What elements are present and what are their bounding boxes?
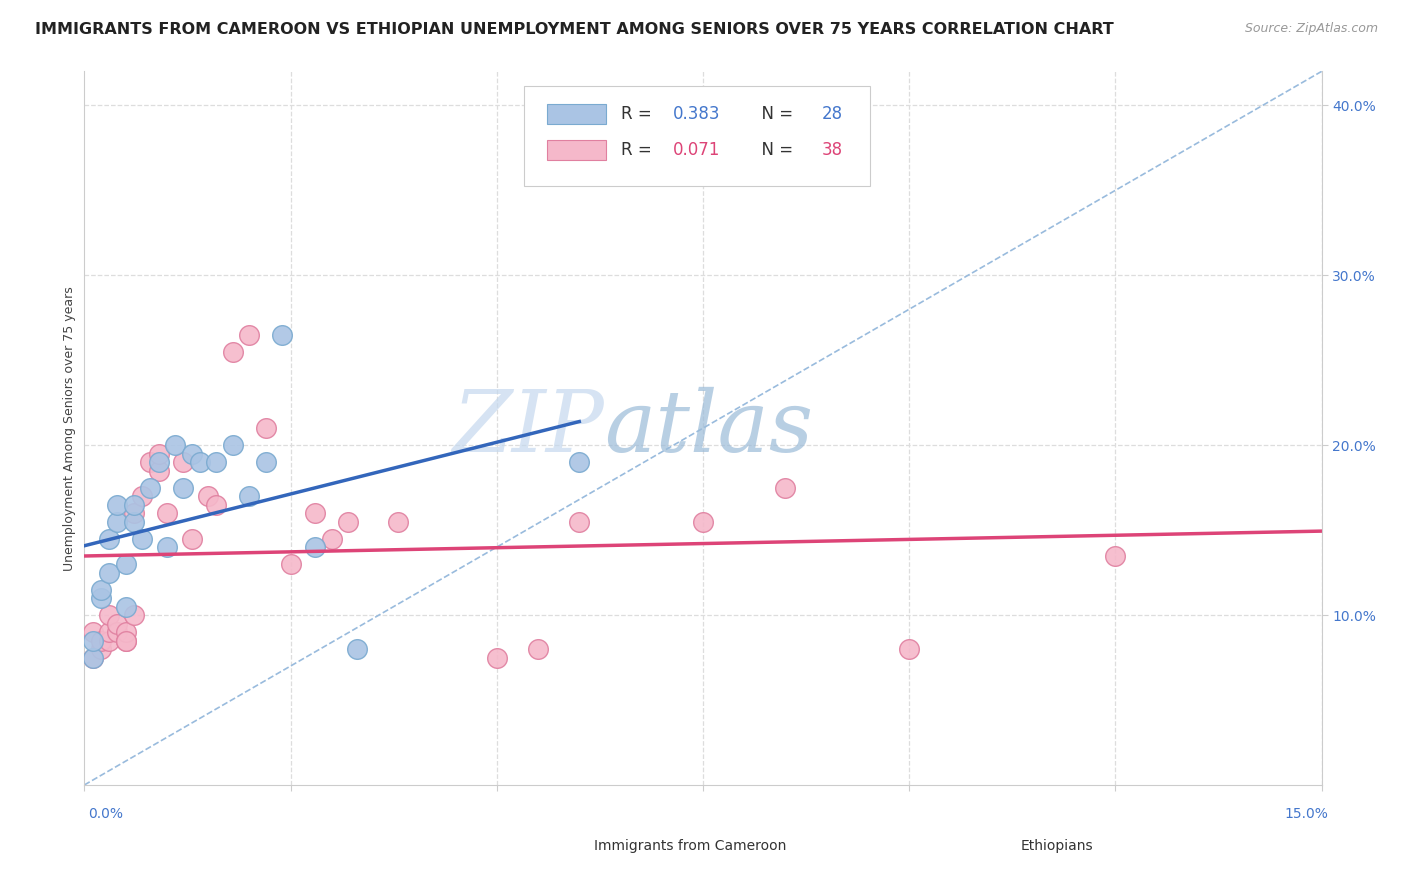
Text: 28: 28 — [821, 105, 844, 123]
Text: N =: N = — [751, 105, 799, 123]
Point — [180, 447, 202, 461]
Point — [148, 447, 170, 461]
Point — [898, 642, 921, 657]
Point — [114, 633, 136, 648]
Point — [205, 498, 228, 512]
Text: IMMIGRANTS FROM CAMEROON VS ETHIOPIAN UNEMPLOYMENT AMONG SENIORS OVER 75 YEARS C: IMMIGRANTS FROM CAMEROON VS ETHIOPIAN UN… — [35, 22, 1114, 37]
Point — [172, 481, 194, 495]
Point — [304, 540, 326, 554]
Point — [304, 506, 326, 520]
Text: Source: ZipAtlas.com: Source: ZipAtlas.com — [1244, 22, 1378, 36]
Point — [90, 582, 112, 597]
Point — [82, 650, 104, 665]
Point — [485, 650, 508, 665]
Point — [98, 633, 121, 648]
Text: N =: N = — [751, 141, 799, 159]
Text: 38: 38 — [821, 141, 844, 159]
Point — [1104, 549, 1126, 563]
Point — [238, 327, 260, 342]
Point — [172, 455, 194, 469]
Point — [105, 625, 128, 640]
Point — [98, 566, 121, 580]
Text: Immigrants from Cameroon: Immigrants from Cameroon — [595, 838, 786, 853]
Point — [114, 599, 136, 614]
Text: ZIP: ZIP — [453, 387, 605, 469]
Point — [188, 455, 211, 469]
Point — [321, 532, 343, 546]
Point — [254, 421, 277, 435]
FancyBboxPatch shape — [547, 104, 606, 124]
Point — [105, 616, 128, 631]
Point — [775, 481, 797, 495]
Point — [98, 625, 121, 640]
Point — [82, 633, 104, 648]
FancyBboxPatch shape — [547, 140, 606, 160]
Point — [254, 455, 277, 469]
Point — [98, 532, 121, 546]
Point — [122, 515, 145, 529]
Point — [114, 633, 136, 648]
Point — [180, 532, 202, 546]
Point — [156, 540, 179, 554]
Text: 15.0%: 15.0% — [1285, 807, 1329, 822]
Point — [197, 489, 219, 503]
Point — [205, 455, 228, 469]
Point — [105, 498, 128, 512]
FancyBboxPatch shape — [956, 836, 1008, 855]
Point — [527, 642, 550, 657]
Point — [568, 455, 591, 469]
Point — [131, 489, 153, 503]
Text: 0.383: 0.383 — [673, 105, 721, 123]
Point — [280, 557, 302, 571]
Point — [131, 532, 153, 546]
Point — [238, 489, 260, 503]
Point — [222, 344, 245, 359]
Text: R =: R = — [621, 141, 658, 159]
Point — [105, 515, 128, 529]
Point — [156, 506, 179, 520]
Point — [114, 625, 136, 640]
Point — [114, 557, 136, 571]
Point — [122, 608, 145, 623]
Point — [82, 650, 104, 665]
Text: 0.0%: 0.0% — [89, 807, 124, 822]
Text: 0.071: 0.071 — [673, 141, 721, 159]
Point — [148, 464, 170, 478]
Point — [82, 625, 104, 640]
Point — [139, 455, 162, 469]
Point — [90, 591, 112, 605]
Point — [337, 515, 360, 529]
FancyBboxPatch shape — [530, 836, 582, 855]
Point — [222, 438, 245, 452]
FancyBboxPatch shape — [523, 86, 870, 186]
Text: atlas: atlas — [605, 387, 813, 469]
Point — [346, 642, 368, 657]
Point — [90, 642, 112, 657]
Point — [122, 506, 145, 520]
Y-axis label: Unemployment Among Seniors over 75 years: Unemployment Among Seniors over 75 years — [63, 285, 76, 571]
Point — [90, 633, 112, 648]
Point — [692, 515, 714, 529]
Point — [148, 455, 170, 469]
Point — [139, 481, 162, 495]
Point — [387, 515, 409, 529]
Text: Ethiopians: Ethiopians — [1021, 838, 1094, 853]
Point — [98, 608, 121, 623]
Point — [122, 498, 145, 512]
Point — [568, 515, 591, 529]
Point — [165, 438, 187, 452]
Text: R =: R = — [621, 105, 658, 123]
Point — [271, 327, 294, 342]
